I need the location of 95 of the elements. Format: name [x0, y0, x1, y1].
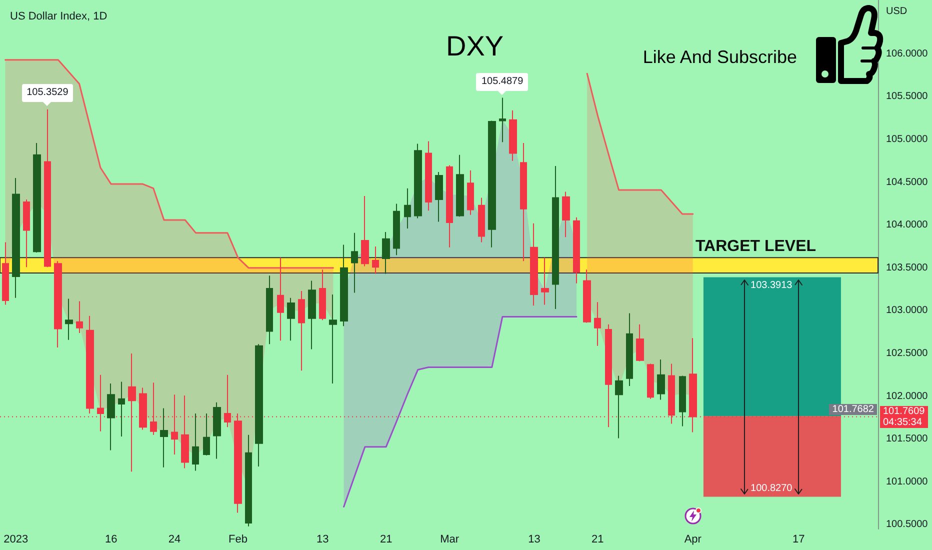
- candlestick: [107, 382, 115, 451]
- candlestick: [594, 302, 601, 346]
- line-series: [586, 72, 694, 215]
- ref-line-label: 101.7609 04:35:34: [880, 406, 928, 428]
- x-tick-label: Feb: [228, 534, 248, 546]
- candlestick: [552, 166, 559, 310]
- candlestick: [499, 97, 506, 143]
- text: DXY: [446, 30, 504, 62]
- annotation: 105.3529: [22, 84, 74, 102]
- candlestick: [33, 142, 41, 254]
- candlestick: [329, 294, 337, 384]
- candlestick: [393, 203, 400, 256]
- y-tick-label: 103.0000: [886, 305, 928, 316]
- y-tick-label: 102.5000: [886, 348, 928, 360]
- candlestick: [181, 394, 189, 469]
- candlestick: [583, 269, 591, 324]
- x-tick-label: 13: [528, 534, 540, 546]
- candlestick: [266, 275, 273, 345]
- candlestick: [509, 110, 517, 162]
- candlestick: [488, 120, 496, 248]
- candlestick: [97, 374, 104, 432]
- candlestick: [255, 344, 263, 468]
- band-label: TARGET LEVEL: [695, 238, 816, 256]
- x-tick-label: 2023: [4, 534, 28, 546]
- y-tick-label: 106.0000: [886, 48, 928, 60]
- candlestick: [679, 375, 686, 427]
- line-series: [343, 316, 578, 508]
- candlestick: [382, 231, 390, 274]
- candlestick: [351, 232, 358, 294]
- band-label: 100.8270: [748, 482, 796, 494]
- candlestick: [404, 188, 411, 230]
- x-tick-label: 21: [380, 534, 392, 546]
- candlestick: [12, 178, 20, 298]
- candlestick: [44, 108, 51, 268]
- candlestick: [425, 140, 432, 212]
- x-tick-label: Mar: [440, 534, 460, 546]
- text: US Dollar Index, 1D: [10, 10, 108, 22]
- x-tick-label: 13: [316, 534, 329, 546]
- candlestick: [54, 260, 62, 348]
- candlestick: [520, 142, 527, 262]
- candlestick: [467, 170, 474, 216]
- y-tick-label: 105.0000: [886, 134, 928, 146]
- candlestick: [245, 434, 252, 527]
- candlestick: [160, 408, 168, 468]
- candlestick: [2, 242, 9, 306]
- y-tick-label: 102.0000: [886, 390, 928, 402]
- x-tick-label: Apr: [684, 534, 702, 546]
- y-tick-label: 103.5000: [886, 262, 928, 274]
- candlestick: [435, 172, 443, 222]
- candlestick: [478, 197, 485, 243]
- y-axis-title: USD: [886, 6, 908, 18]
- x-tick-label: 17: [792, 534, 805, 546]
- candlestick: [414, 143, 422, 219]
- annotation: Like And Subscribe: [642, 46, 797, 68]
- candlestick: [446, 164, 453, 248]
- candlestick: [118, 381, 125, 438]
- candlestick: [372, 246, 379, 274]
- candlestick: [76, 300, 83, 334]
- candlestick: [626, 312, 633, 387]
- candlestick: [530, 222, 538, 306]
- candlestick: [647, 363, 654, 400]
- candlestick: [213, 402, 221, 460]
- candlestick: [562, 191, 570, 238]
- candlestick: [340, 244, 348, 327]
- y-tick-label: 104.0000: [886, 220, 928, 231]
- candlestick: [605, 324, 612, 428]
- line-series: [4, 59, 334, 269]
- candlestick: [308, 280, 316, 350]
- candlestick: [541, 257, 549, 306]
- band-label: 103.3913: [748, 280, 796, 292]
- annotation: 105.4879: [476, 72, 528, 91]
- candlestick: [657, 359, 665, 400]
- candlestick: [86, 315, 94, 414]
- candlestick: [277, 257, 284, 342]
- candlestick: [65, 298, 73, 340]
- candlestick: [361, 196, 369, 267]
- x-tick-label: 21: [592, 534, 604, 546]
- candlestick: [203, 412, 210, 456]
- y-tick-label: 100.5000: [886, 519, 928, 530]
- candlestick: [23, 198, 30, 268]
- candlestick: [287, 297, 295, 342]
- candlestick: [298, 290, 305, 372]
- y-tick-label: 101.0000: [886, 476, 928, 488]
- candlestick: [192, 412, 199, 472]
- y-tick-label: 105.5000: [886, 91, 928, 102]
- y-tick-label: 101.5000: [886, 434, 928, 445]
- candlestick: [636, 324, 644, 362]
- candlestick: [615, 375, 623, 439]
- annotation: 101.7682: [829, 404, 877, 416]
- candlestick: [456, 154, 464, 218]
- candlestick: [573, 216, 580, 284]
- candlestick: [319, 269, 326, 321]
- x-tick-label: 16: [104, 534, 118, 546]
- x-tick-label: 24: [168, 534, 181, 546]
- y-tick-label: 104.5000: [886, 176, 928, 188]
